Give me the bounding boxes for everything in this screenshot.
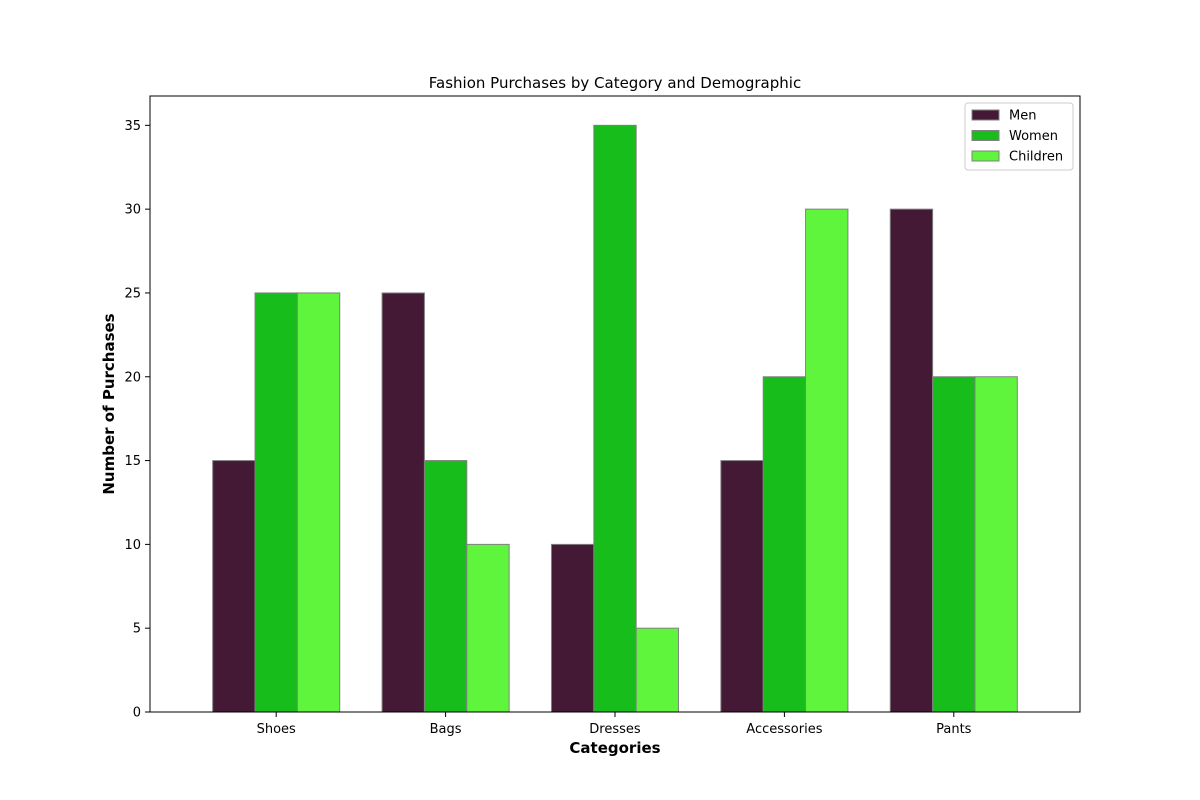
y-tick-label: 15 (124, 454, 141, 469)
bar-men-dresses (550, 543, 595, 713)
bar-children-shoes (296, 292, 341, 713)
legend-swatch-women (971, 130, 1000, 141)
bar-children-bags (466, 543, 510, 713)
legend-swatch-children (971, 150, 1000, 162)
legend-label-children: Children (1009, 150, 1063, 165)
x-axis-title: Categories (569, 739, 660, 757)
bar-women-accessories (762, 376, 807, 713)
y-tick-label: 25 (124, 286, 141, 301)
bar-children-pants (974, 376, 1018, 713)
x-tick-label: Bags (430, 722, 462, 737)
bar-men-bags (381, 292, 425, 713)
legend-label-men: Men (1009, 109, 1036, 124)
y-axis-ticks: 0 5 10 15 20 25 30 35 (124, 119, 150, 721)
bar-children-accessories (805, 208, 849, 713)
y-tick-label: 5 (133, 622, 141, 637)
bars-layer (212, 124, 1018, 713)
chart-title: Fashion Purchases by Category and Demogr… (429, 74, 801, 92)
legend: Men Women Children (964, 102, 1074, 171)
legend-label-women: Women (1009, 129, 1058, 144)
bar-women-bags (423, 460, 468, 713)
x-axis-ticks: Shoes Bags Dresses Accessories Pants (257, 712, 972, 737)
y-tick-label: 20 (124, 370, 141, 385)
x-tick-label: Accessories (746, 722, 822, 737)
bar-women-pants (932, 376, 976, 713)
y-tick-label: 0 (133, 706, 141, 721)
y-axis-title: Number of Purchases (100, 313, 118, 494)
bar-men-shoes (212, 460, 256, 713)
bar-women-dresses (593, 124, 637, 713)
y-tick-label: 30 (124, 203, 141, 218)
bar-men-pants (889, 208, 934, 713)
bar-women-shoes (254, 292, 298, 713)
legend-swatch-men (971, 109, 1000, 121)
x-tick-label: Shoes (257, 722, 296, 737)
x-tick-label: Dresses (589, 722, 641, 737)
bar-men-accessories (720, 460, 764, 713)
y-tick-label: 10 (124, 538, 141, 553)
bar-children-dresses (635, 627, 680, 713)
y-tick-label: 35 (124, 119, 141, 134)
x-tick-label: Pants (936, 722, 972, 737)
